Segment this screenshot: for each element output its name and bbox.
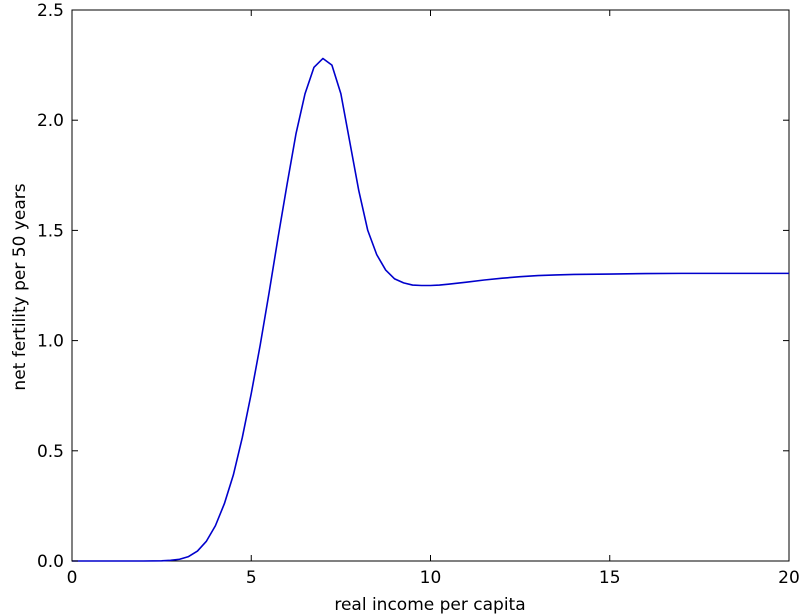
y-tick-label: 0.5 (37, 442, 64, 462)
series-line-0 (72, 57, 789, 562)
x-tick-label: 15 (599, 568, 621, 588)
y-tick-label: 2.0 (37, 111, 64, 131)
y-tick-label: 0.0 (37, 552, 64, 572)
x-axis-label: real income per capita (334, 595, 525, 615)
y-tick-label: 2.5 (37, 1, 64, 21)
y-tick-label: 1.5 (37, 221, 64, 241)
axis-ticks (71, 9, 790, 562)
y-tick-label: 1.0 (37, 332, 64, 352)
x-tick-label: 0 (67, 568, 78, 588)
x-tick-label: 10 (420, 568, 442, 588)
x-tick-label: 20 (778, 568, 800, 588)
plot-area (71, 9, 790, 562)
tick-labels: 0 5 10 15 20 0.0 0.5 1.0 1.5 2.0 2.5 (37, 1, 800, 588)
y-axis-label: net fertility per 50 years (10, 183, 30, 390)
x-tick-label: 5 (246, 568, 257, 588)
